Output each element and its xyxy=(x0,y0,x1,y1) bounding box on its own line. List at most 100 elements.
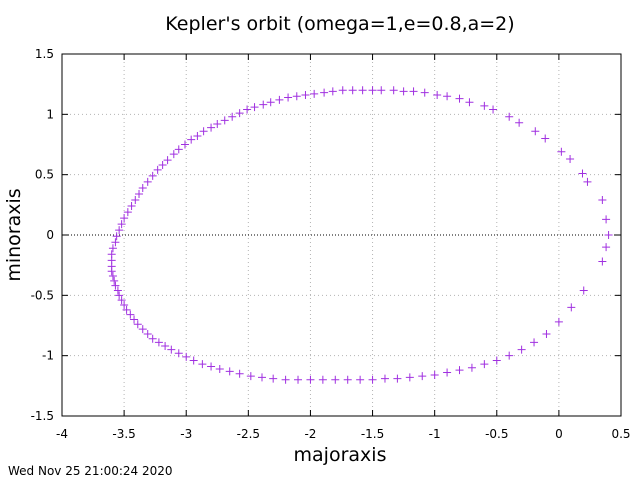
x-tick-label: -0.5 xyxy=(485,427,508,441)
orbit-point xyxy=(163,156,172,165)
orbit-point xyxy=(131,196,140,205)
orbit-point xyxy=(377,86,386,95)
x-tick-label: -1.5 xyxy=(361,427,384,441)
orbit-points xyxy=(107,86,613,384)
orbit-point xyxy=(220,116,229,125)
orbit-point xyxy=(207,362,216,371)
orbit-point xyxy=(198,360,207,369)
orbit-point xyxy=(161,342,170,351)
y-tick-label: 1.5 xyxy=(35,47,54,61)
orbit-point xyxy=(266,98,275,107)
orbit-point xyxy=(530,338,539,347)
orbit-point xyxy=(257,373,266,382)
orbit-point xyxy=(368,86,377,95)
y-tick-label: 0 xyxy=(46,228,54,242)
orbit-point xyxy=(148,334,157,343)
orbit-point xyxy=(111,238,120,247)
orbit-point xyxy=(108,244,117,253)
orbit-point xyxy=(284,93,293,102)
x-tick-label: -2.5 xyxy=(237,427,260,441)
orbit-point xyxy=(138,325,147,334)
orbit-point xyxy=(117,296,126,305)
orbit-point xyxy=(199,127,208,136)
orbit-point xyxy=(348,86,357,95)
orbit-point xyxy=(115,291,124,300)
orbit-point xyxy=(598,196,607,205)
orbit-point xyxy=(420,88,429,97)
orbit-point xyxy=(135,189,144,198)
orbit-point xyxy=(455,94,464,103)
orbit-point xyxy=(399,87,408,96)
orbit-point xyxy=(301,91,310,100)
x-tick-label: 0 xyxy=(555,427,563,441)
orbit-point xyxy=(154,338,163,347)
orbit-point xyxy=(187,135,196,144)
orbit-point xyxy=(389,86,398,95)
orbit-point xyxy=(243,105,252,114)
orbit-point xyxy=(602,215,611,224)
orbit-point xyxy=(292,92,301,101)
orbit-point xyxy=(112,232,121,241)
orbit-point xyxy=(110,276,119,285)
y-axis-label: minoraxis xyxy=(3,188,25,281)
y-tick-label: -1.5 xyxy=(31,409,54,423)
orbit-point xyxy=(113,286,122,295)
orbit-point xyxy=(122,305,131,314)
orbit-point xyxy=(123,208,132,217)
orbit-point xyxy=(228,112,237,121)
orbit-point xyxy=(430,370,439,379)
orbit-point xyxy=(169,150,178,159)
orbit-point xyxy=(294,375,303,384)
y-tick-label: 1 xyxy=(46,107,54,121)
orbit-point xyxy=(215,364,224,373)
orbit-point xyxy=(465,98,474,107)
orbit-point xyxy=(418,372,427,381)
orbit-point xyxy=(443,92,452,101)
orbit-point xyxy=(207,123,216,132)
orbit-point xyxy=(306,375,315,384)
x-axis-label: majoraxis xyxy=(294,444,387,466)
orbit-point xyxy=(235,109,244,118)
orbit-point xyxy=(554,317,563,326)
orbit-point xyxy=(143,177,152,186)
orbit-point xyxy=(158,161,167,170)
orbit-point xyxy=(269,374,278,383)
orbit-point xyxy=(343,375,352,384)
y-tick-label: 0.5 xyxy=(35,168,54,182)
orbit-point xyxy=(433,91,442,100)
orbit-point xyxy=(111,281,120,290)
orbit-point xyxy=(531,127,540,136)
orbit-point xyxy=(598,257,607,266)
orbit-point xyxy=(107,267,116,276)
orbit-point xyxy=(120,214,129,223)
orbit-point xyxy=(167,345,176,354)
orbit-point xyxy=(443,368,452,377)
orbit-point xyxy=(455,366,464,375)
orbit-point xyxy=(318,375,327,384)
orbit-point xyxy=(604,231,613,239)
orbit-point xyxy=(542,329,551,338)
orbit-point xyxy=(174,145,183,154)
orbit-point xyxy=(331,375,340,384)
orbit-point xyxy=(480,360,489,369)
orbit-point xyxy=(578,169,587,178)
orbit-point xyxy=(180,140,189,149)
orbit-point xyxy=(517,345,526,354)
orbit-point xyxy=(356,375,365,384)
orbit-point xyxy=(281,375,290,384)
orbit-point xyxy=(368,375,377,384)
x-tick-label: -3.5 xyxy=(112,427,135,441)
x-tick-label: -1 xyxy=(429,427,441,441)
orbit-point xyxy=(602,243,611,252)
orbit-point xyxy=(480,101,489,110)
orbit-point xyxy=(467,363,476,372)
orbit-point xyxy=(250,103,259,112)
orbit-point xyxy=(358,86,367,95)
x-tick-label: -2 xyxy=(304,427,316,441)
orbit-point xyxy=(515,118,524,127)
orbit-point xyxy=(380,374,389,383)
orbit-point xyxy=(235,369,244,378)
timestamp: Wed Nov 25 21:00:24 2020 xyxy=(8,464,173,478)
orbit-point xyxy=(117,220,126,229)
orbit-point xyxy=(182,352,191,361)
